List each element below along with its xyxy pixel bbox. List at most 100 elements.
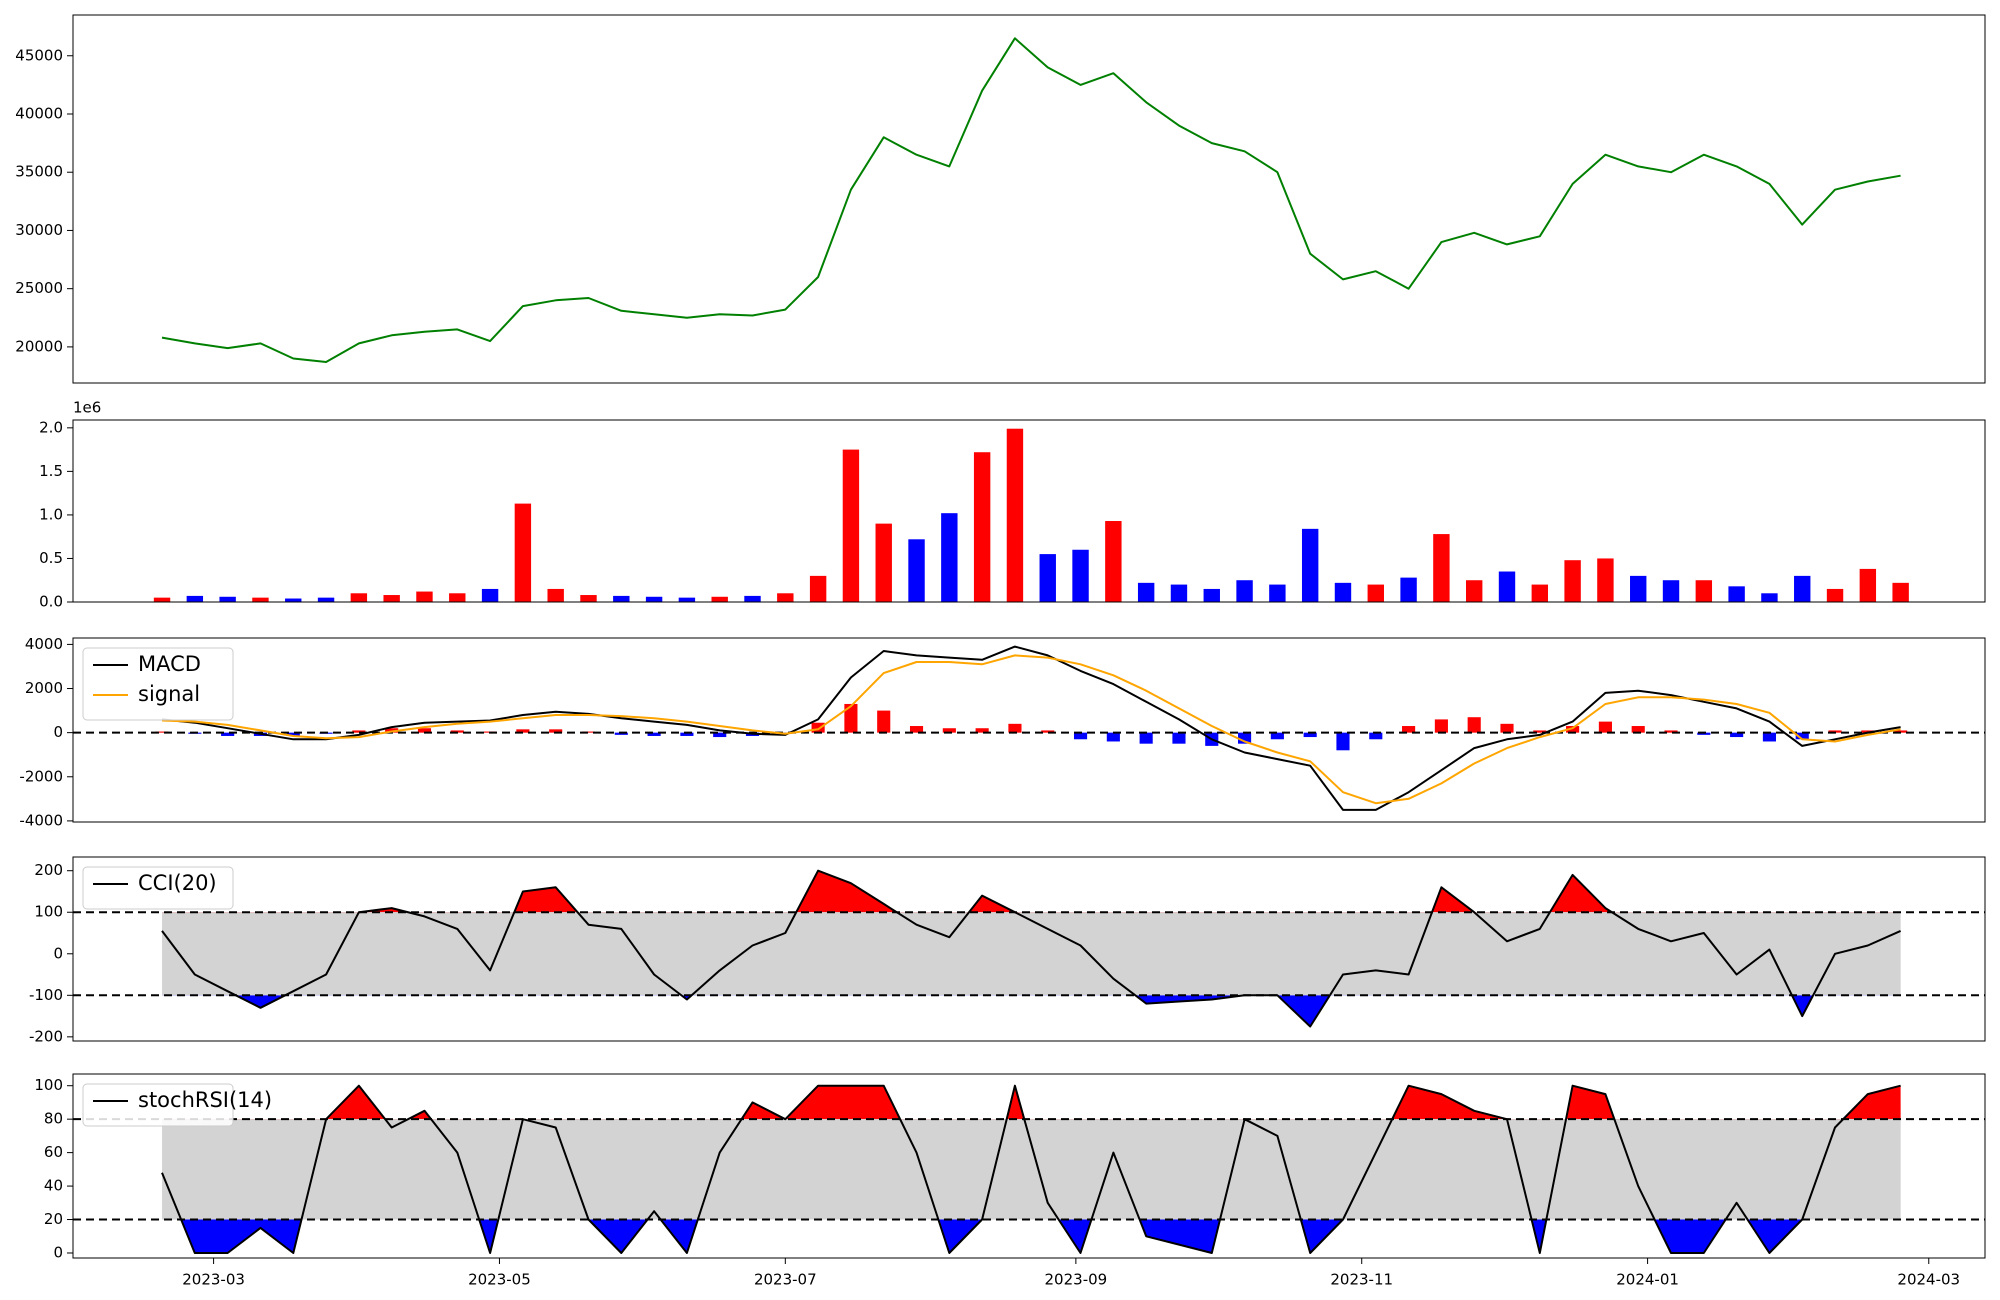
y-tick-label: 0.5: [39, 549, 63, 567]
volume-bar: [1662, 580, 1680, 602]
histogram-bar: [352, 730, 366, 733]
volume-bar: [1892, 582, 1909, 602]
histogram-bar: [1303, 732, 1317, 738]
volume-bar: [1761, 593, 1778, 602]
volume-bar: [941, 513, 958, 602]
histogram-bar: [1631, 726, 1645, 733]
volume-bar: [285, 598, 302, 602]
histogram-bar: [1073, 732, 1088, 740]
signal-line: [161, 654, 1901, 805]
price-line: [161, 37, 1901, 363]
volume-bar: [1301, 528, 1319, 602]
y-tick-label: 0: [53, 944, 63, 962]
histogram-bar: [1795, 732, 1809, 740]
y-tick-label: 2000: [25, 679, 63, 697]
volume-bar: [1269, 584, 1286, 602]
volume-bar: [1728, 586, 1745, 602]
histogram-bar: [1434, 719, 1448, 733]
y-tick-label: 200: [34, 861, 63, 879]
volume-bar: [678, 597, 696, 602]
y-tick-label: 60: [44, 1143, 63, 1161]
axes-frame: [72, 14, 1986, 384]
y-tick-label: 0.0: [39, 593, 63, 611]
volume-bar: [186, 595, 204, 602]
volume-bar: [1433, 534, 1450, 602]
axes-frame: [72, 1073, 1986, 1259]
y-tick-label: -200: [29, 1027, 63, 1045]
volume-bar: [350, 593, 368, 602]
volume-bar: [1630, 575, 1647, 602]
x-tick-label: 2023-11: [1330, 1271, 1393, 1289]
histogram-bar: [1500, 723, 1514, 733]
y-tick-label: 0: [53, 723, 63, 741]
y-tick-label: 100: [34, 903, 63, 921]
volume-bar: [777, 593, 794, 602]
axes-frame: [72, 419, 1986, 603]
volume-bar: [1039, 554, 1056, 602]
volume-bar: [809, 575, 827, 602]
volume-bar: [449, 593, 466, 602]
histogram-bar: [811, 722, 825, 733]
y-tick-label: -100: [29, 986, 63, 1004]
histogram-bar: [975, 728, 989, 733]
y-tick-label: 25000: [15, 279, 63, 297]
volume-bar: [383, 595, 400, 602]
offset-label: 1e6: [73, 399, 101, 417]
axes-frame: [72, 637, 1986, 823]
volume-bar: [1597, 558, 1614, 602]
histogram-bar: [1270, 732, 1284, 740]
histogram-bar: [1402, 726, 1416, 733]
histogram-bar: [1697, 732, 1711, 735]
histogram-bar: [1238, 732, 1252, 744]
histogram-bar: [1467, 717, 1481, 733]
histogram-bar: [417, 728, 432, 733]
histogram-bar: [1566, 726, 1580, 733]
y-tick-label: 40000: [15, 104, 63, 122]
volume-bar: [875, 523, 892, 602]
y-tick-label: -4000: [19, 811, 63, 829]
legend: MACD signal: [82, 647, 234, 721]
volume-bar: [1072, 549, 1089, 602]
histogram-bar: [942, 728, 956, 733]
volume-bar: [1367, 584, 1384, 602]
histogram-bar: [1894, 730, 1908, 733]
legend-label: stochRSI(14): [138, 1088, 272, 1112]
y-tick-label: 2.0: [39, 418, 63, 436]
macd-line: [161, 645, 1901, 811]
histogram-bar: [549, 729, 563, 733]
histogram-bar: [385, 728, 399, 733]
y-tick-label: 80: [44, 1110, 63, 1128]
volume-bar: [1859, 568, 1877, 602]
axes-frame: [72, 856, 1986, 1042]
histogram-bar: [1106, 732, 1120, 742]
volume-bar: [547, 588, 564, 602]
y-tick-label: 0: [53, 1243, 63, 1261]
histogram-bar: [614, 732, 628, 735]
histogram-bar: [1336, 732, 1350, 751]
histogram-bar: [713, 732, 727, 738]
histogram-bar: [1369, 732, 1383, 740]
histogram-bar: [581, 731, 596, 733]
x-tick-label: 2023-03: [182, 1271, 245, 1289]
volume-bar: [1236, 580, 1253, 602]
legend-label: signal: [138, 682, 200, 706]
histogram-bar: [1041, 730, 1055, 733]
legend-box: [82, 866, 234, 910]
volume-bar: [219, 596, 236, 602]
volume-bar: [481, 588, 499, 602]
volume-bar: [1826, 588, 1844, 602]
overbought-fill: [326, 1085, 1901, 1120]
y-tick-label: 30000: [15, 221, 63, 239]
volume-bar: [1465, 580, 1483, 602]
histogram-bar: [516, 729, 530, 733]
x-tick-label: 2023-09: [1045, 1271, 1108, 1289]
volume-bar: [1006, 428, 1024, 602]
histogram-bar: [1008, 723, 1022, 733]
volume-bar: [1695, 580, 1713, 602]
volume-bar: [580, 595, 597, 602]
legend-label: CCI(20): [138, 871, 217, 895]
volume-bar: [744, 595, 761, 602]
volume-bar: [1137, 582, 1155, 602]
volume-bar: [1203, 588, 1220, 602]
